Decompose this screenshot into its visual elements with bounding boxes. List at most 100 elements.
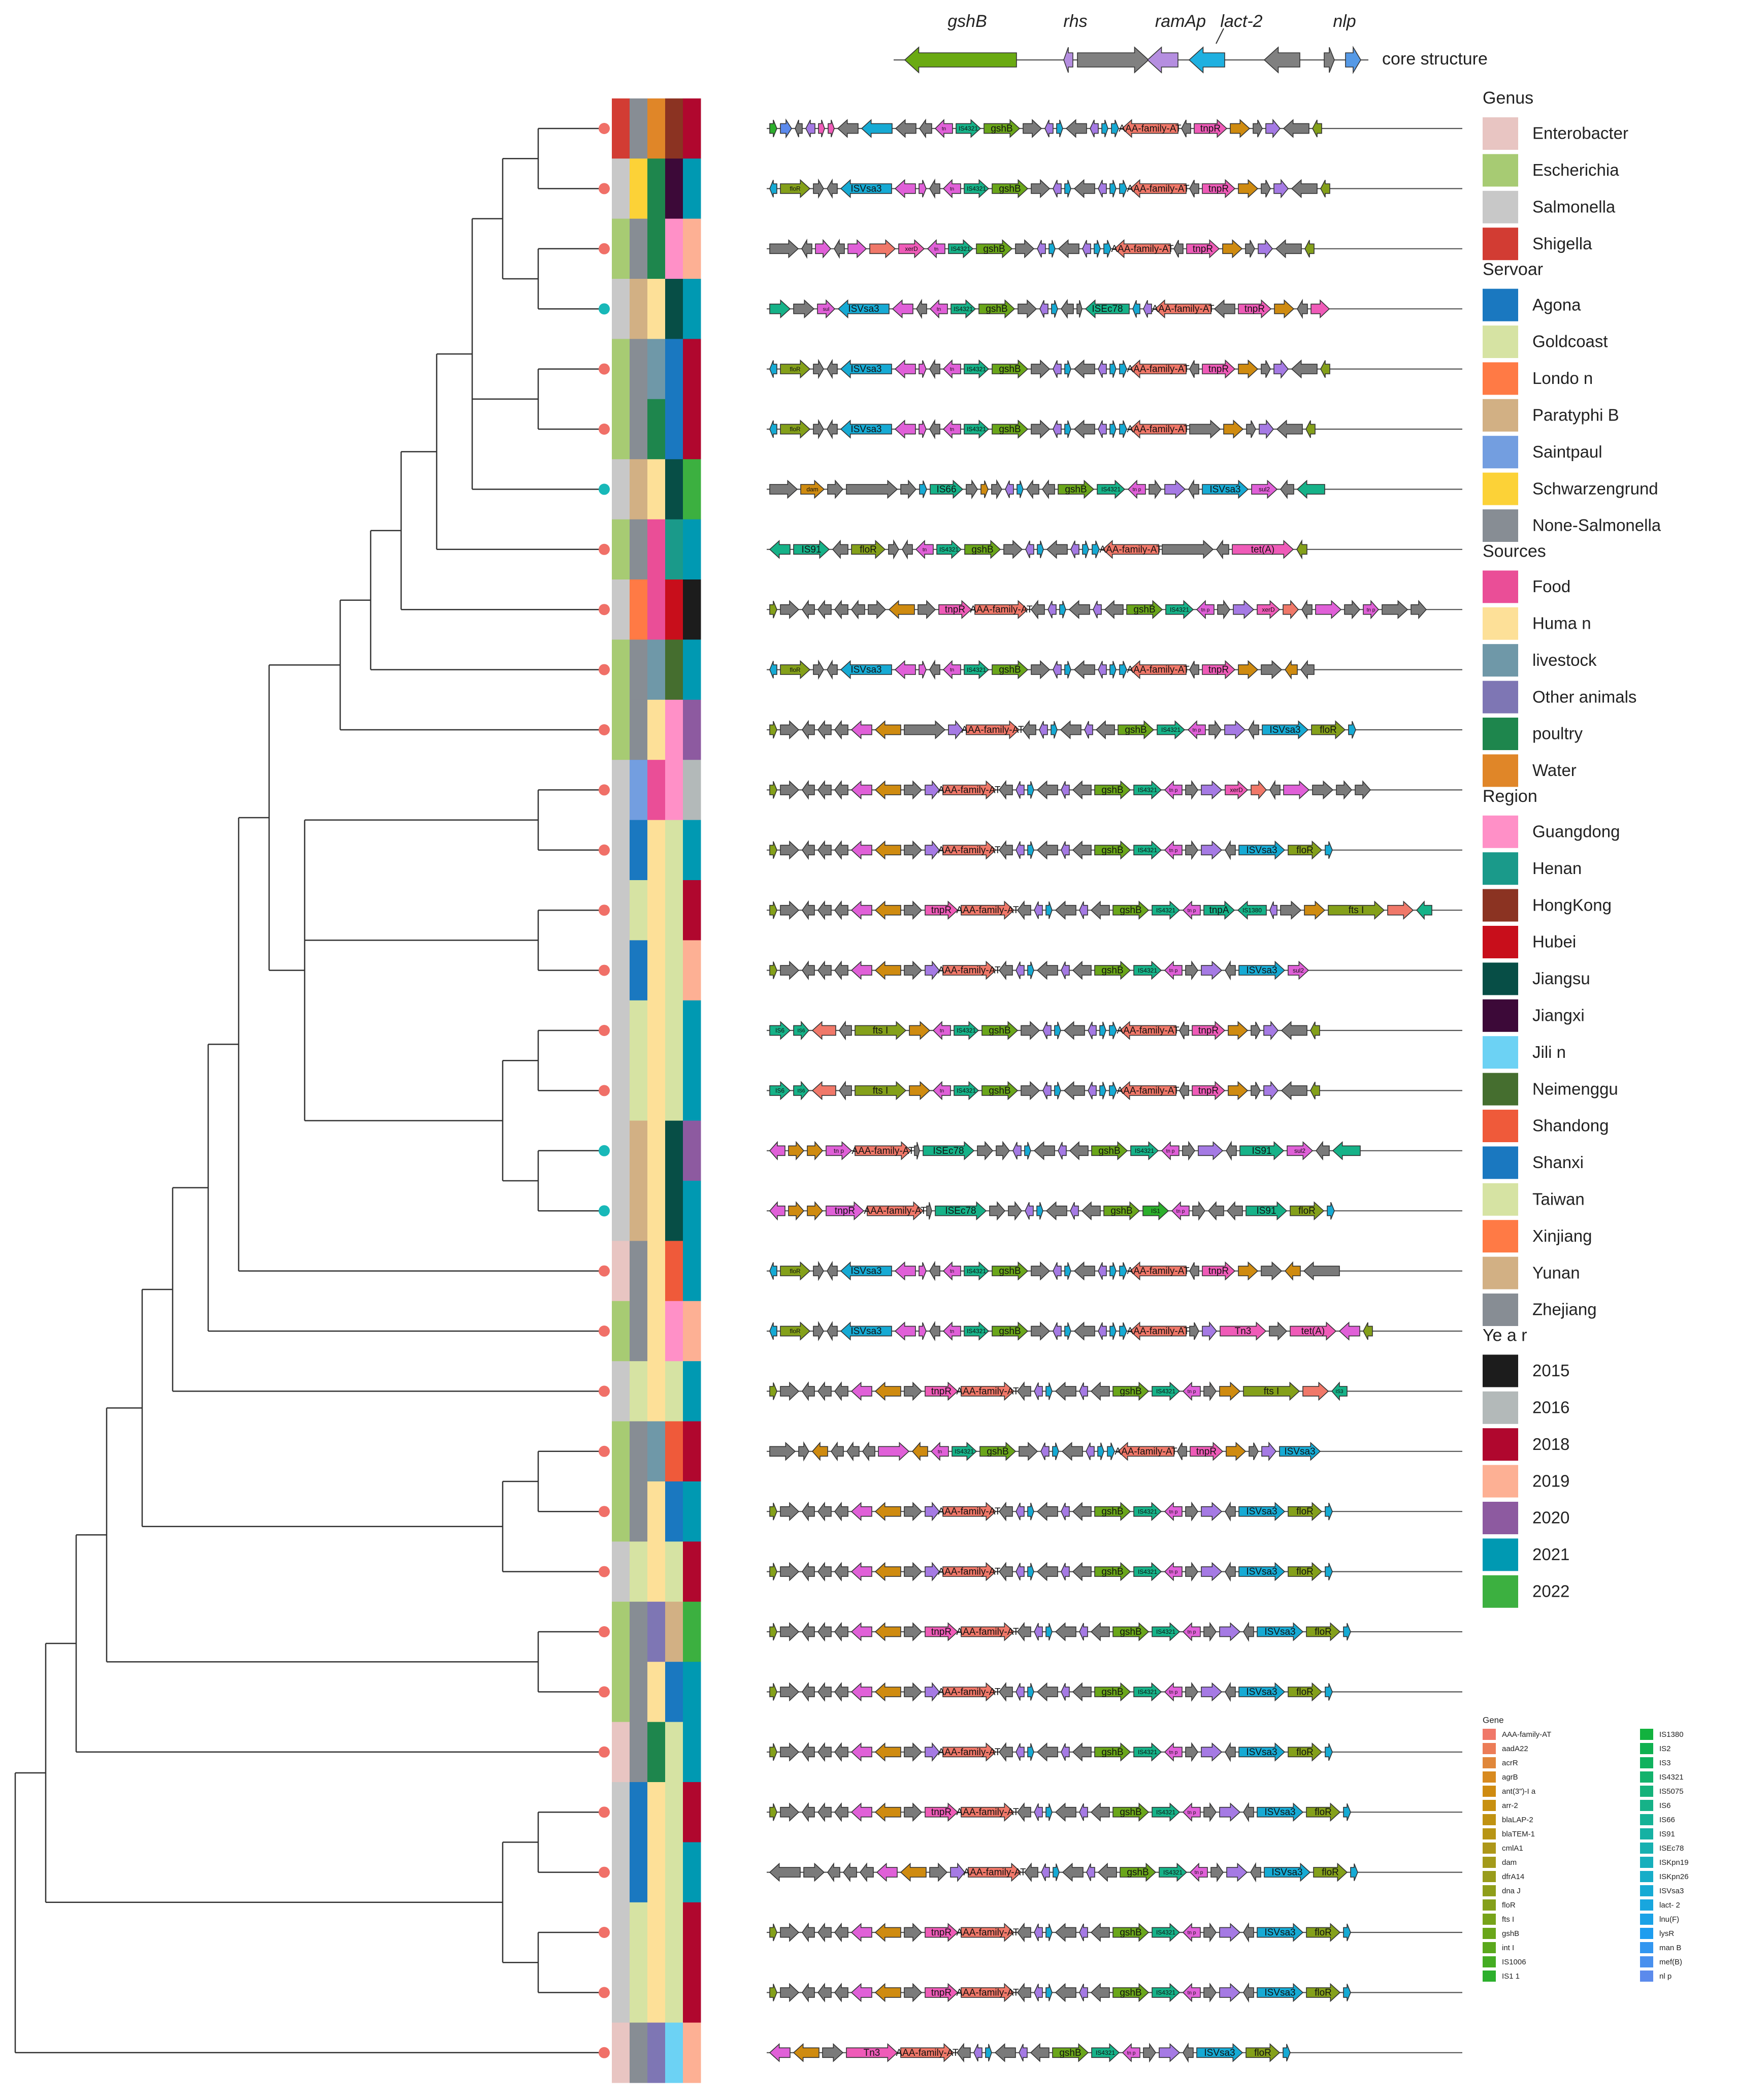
- gene-arrow: [1102, 539, 1159, 559]
- gene-arrow: [932, 1021, 951, 1040]
- gene-arrow: [942, 419, 961, 439]
- gene-label: IS4321: [955, 1448, 974, 1455]
- gene-arrow: [807, 1141, 824, 1160]
- gene-arrow: [1312, 119, 1322, 138]
- heatmap-cell: [630, 1361, 648, 1422]
- gene-arrow: [1152, 1381, 1181, 1401]
- gene-label: tn p: [1201, 607, 1210, 613]
- gene-arrow: [1061, 781, 1070, 799]
- gene-arrow: [1017, 1622, 1031, 1642]
- gene-arrow: [1015, 1502, 1025, 1521]
- heatmap-cell: [612, 1541, 630, 1602]
- gene-arrow: [1182, 1923, 1201, 1942]
- gene-track: IS6 IS6 fts I tn IS4321 gshB AAA-family-AT tnpR: [767, 1020, 1462, 1041]
- gene-arrow: [1003, 539, 1023, 559]
- legend-label: Neimenggu: [1532, 1079, 1618, 1098]
- gene-arrow: [1064, 360, 1071, 378]
- gene-arrow: [1188, 479, 1199, 500]
- gene-label: AAA-family-AT: [956, 905, 1019, 916]
- gene-arrow: [904, 780, 923, 800]
- tree-tip: [599, 1686, 610, 1698]
- legend-swatch: [1483, 228, 1518, 261]
- gene-legend-swatch: [1483, 1800, 1496, 1811]
- gene-label: gshB: [989, 1025, 1010, 1036]
- gene-arrow: [1120, 1862, 1157, 1882]
- gene-label: AAA-family-AT: [896, 2048, 959, 2058]
- gene-arrow: [780, 1562, 800, 1581]
- gene-label: gshB: [1098, 1146, 1120, 1156]
- legend-label: Guangdong: [1532, 822, 1620, 841]
- gene-arrow: [1304, 900, 1326, 920]
- gene-arrow: [802, 1622, 815, 1642]
- gene-arrow: [850, 1381, 872, 1401]
- gene-label: ISVsa3: [850, 1326, 881, 1337]
- heatmap-cell: [647, 1241, 666, 1302]
- gene-arrow: [817, 960, 832, 980]
- gene-arrow: [1283, 780, 1310, 800]
- gene-arrow: [984, 119, 1021, 138]
- gene-arrow: [980, 480, 989, 498]
- heatmap-cell: [683, 1181, 701, 1241]
- heatmap-cell: [683, 1060, 701, 1121]
- gene-track: tnpR AAA-family-AT gshB IS4321 tn p fts I IS3: [767, 1381, 1462, 1401]
- gene-label: gshB: [1101, 1687, 1123, 1697]
- gene-arrow: [1098, 661, 1107, 679]
- gene-arrow: [817, 1682, 832, 1702]
- gene-arrow: [1076, 300, 1083, 318]
- gene-label: AAA-family-AT: [938, 785, 1001, 795]
- gene-track: floR ISVsa3 tn IS4321 gshB AAA-family-AT tnpR: [767, 359, 1462, 379]
- heatmap-cell: [665, 880, 683, 941]
- heatmap-cell: [683, 880, 701, 941]
- gene-arrow: [1133, 840, 1162, 860]
- legend-swatch: [1483, 962, 1518, 995]
- gene-arrow: [929, 1862, 948, 1882]
- gene-arrow: [942, 1682, 997, 1702]
- gene-arrow: [780, 1682, 800, 1702]
- gene-arrow: [780, 780, 800, 800]
- gene-arrow: [904, 900, 923, 920]
- gene-arrow: [1019, 1441, 1038, 1461]
- core-leader-line: [1216, 28, 1224, 44]
- gene-label: tn: [950, 667, 954, 673]
- gene-arrow: [813, 1321, 824, 1341]
- tree-tip: [599, 123, 610, 134]
- heatmap-cell: [630, 1120, 648, 1181]
- gene-arrow: [855, 1081, 907, 1101]
- gene-legend-label: IS66: [1659, 1816, 1675, 1824]
- gene-arrow: [1238, 960, 1286, 980]
- gene-arrow: [769, 1563, 777, 1580]
- gene-arrow: [1152, 1622, 1181, 1641]
- legend-swatch: [1483, 117, 1518, 150]
- gene-label: tnpA: [1209, 905, 1229, 916]
- gene-arrow: [769, 1803, 777, 1821]
- gene-arrow: [985, 2044, 992, 2062]
- gene-arrow: [827, 1261, 838, 1281]
- gene-arrow: [925, 1622, 959, 1641]
- gene-arrow: [1257, 1983, 1304, 2002]
- gene-arrow: [1312, 780, 1334, 800]
- gene-arrow: [802, 1802, 815, 1822]
- gene-arrow: [1185, 780, 1198, 800]
- gene-label: IS6: [797, 1028, 805, 1034]
- gene-arrow: [769, 1081, 791, 1101]
- gene-arrow: [1313, 1862, 1348, 1882]
- gene-legend-swatch: [1483, 1899, 1496, 1911]
- gene-arrow: [1084, 721, 1093, 739]
- gene-arrow: [1198, 1141, 1224, 1160]
- legend-label: 2015: [1532, 1361, 1569, 1380]
- gene-legend-swatch: [1483, 1871, 1496, 1882]
- gene-arrow: [1133, 1682, 1162, 1702]
- gene-label: fts I: [873, 1085, 889, 1096]
- gene-arrow: [1164, 780, 1183, 800]
- gene-arrow: [874, 1562, 901, 1581]
- gene-label: ISVsa3: [1269, 725, 1300, 735]
- gene-label: xerD: [1262, 606, 1275, 613]
- gene-arrow: [1037, 240, 1046, 258]
- gene-arrow: [1061, 1441, 1083, 1461]
- gene-arrow: [948, 239, 974, 259]
- heatmap-cell: [665, 940, 683, 1001]
- gene-label: tn: [940, 1028, 944, 1034]
- gene-arrow: [1119, 420, 1127, 438]
- heatmap-cell: [683, 1541, 701, 1602]
- gene-label: ISVsa3: [1209, 484, 1240, 495]
